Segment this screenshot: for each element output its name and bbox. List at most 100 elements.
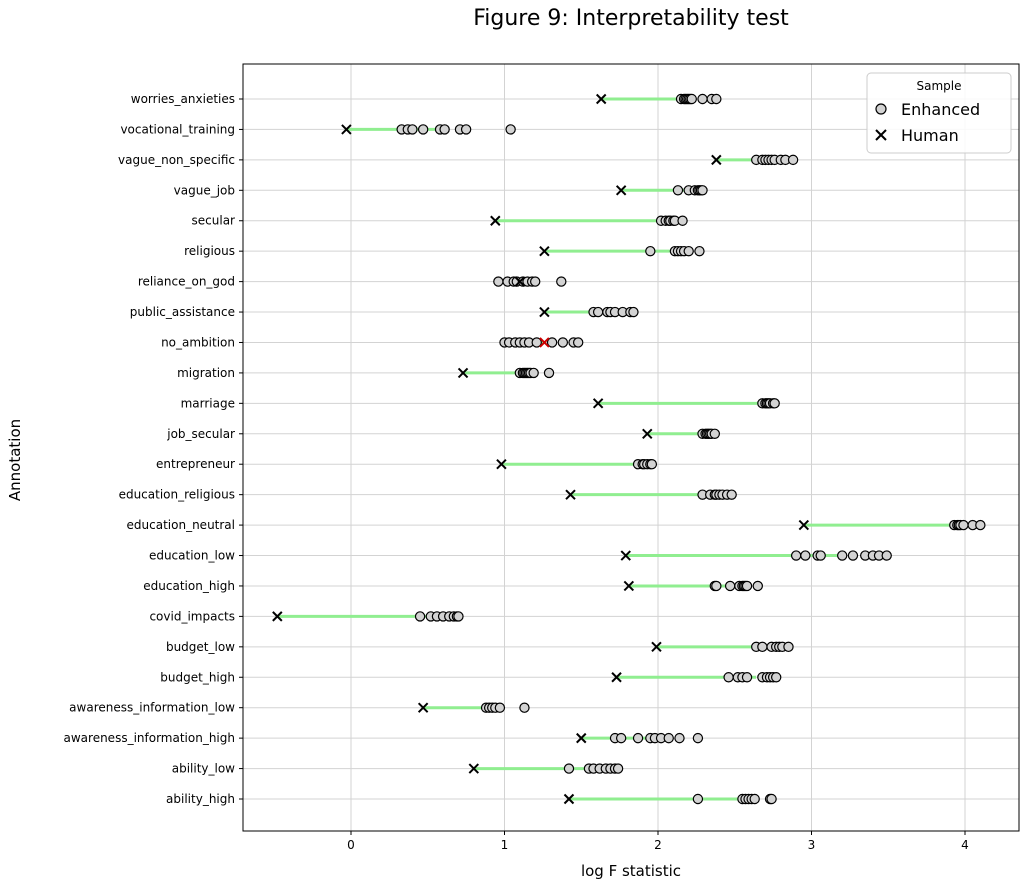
enhanced-point <box>663 732 674 744</box>
y-tick-label: vague_job <box>174 183 235 197</box>
enhanced-point <box>460 124 472 135</box>
enhanced-point <box>975 519 986 531</box>
enhanced-point <box>724 580 736 592</box>
y-tick-label: public_assistance <box>130 305 235 319</box>
y-tick-label: education_high <box>143 579 235 593</box>
enhanced-point <box>572 337 584 348</box>
enhanced-point <box>646 459 658 470</box>
enhanced-point <box>726 489 737 500</box>
y-tick-label: no_ambition <box>161 335 235 349</box>
enhanced-point <box>757 641 768 653</box>
x-tick-label: 0 <box>347 838 355 852</box>
enhanced-point <box>677 215 688 226</box>
y-tick-label: migration <box>177 366 235 380</box>
y-tick-label: education_low <box>149 549 235 563</box>
human-point <box>651 641 662 653</box>
enhanced-point <box>530 276 541 287</box>
enhanced-point <box>783 641 794 653</box>
enhanced-point <box>531 337 542 348</box>
enhanced-point <box>494 702 506 713</box>
enhanced-point <box>417 124 429 135</box>
enhanced-point <box>711 93 722 105</box>
enhanced-point <box>453 611 464 622</box>
y-tick-label: awareness_information_low <box>69 701 235 715</box>
x-axis-label: log F statistic <box>580 862 682 880</box>
enhanced-point <box>770 672 782 683</box>
human-point <box>490 215 501 226</box>
y-tick-label: education_religious <box>119 488 235 502</box>
legend-title: Sample <box>917 79 962 93</box>
enhanced-point <box>881 550 892 561</box>
human-point <box>611 672 622 683</box>
y-tick-label: secular <box>192 214 236 228</box>
enhanced-point <box>632 732 644 744</box>
enhanced-point <box>790 550 802 561</box>
enhanced-point <box>543 367 555 379</box>
enhanced-point <box>741 580 753 592</box>
enhanced-point <box>766 793 777 805</box>
enhanced-point <box>528 367 539 379</box>
human-point <box>539 337 550 348</box>
legend-human-marker <box>875 129 887 141</box>
y-tick-label: vocational_training <box>120 122 235 136</box>
y-tick-label: entrepreneur <box>156 457 235 471</box>
human-point <box>595 93 607 105</box>
enhanced-point <box>674 732 685 744</box>
y-tick-label: worries_anxieties <box>131 92 235 106</box>
human-point <box>496 459 507 470</box>
enhanced-point <box>683 245 694 257</box>
human-point <box>539 245 550 257</box>
human-point <box>592 398 604 409</box>
human-point <box>565 489 576 500</box>
y-tick-label: budget_low <box>166 640 235 654</box>
enhanced-point <box>697 93 708 105</box>
legend-human-label: Human <box>901 126 959 145</box>
enhanced-point <box>563 763 575 774</box>
y-tick-label: reliance_on_god <box>138 275 235 289</box>
plot-frame <box>242 63 1020 832</box>
enhanced-point <box>723 672 734 683</box>
human-point <box>642 428 653 439</box>
legend-enhanced-marker <box>875 103 887 115</box>
human-point <box>711 154 722 166</box>
enhanced-point <box>692 793 704 805</box>
enhanced-point <box>505 124 516 135</box>
y-tick-label: covid_impacts <box>149 609 235 623</box>
human-point <box>457 367 469 379</box>
x-tick-label: 2 <box>654 838 662 852</box>
human-point <box>341 124 352 135</box>
enhanced-point <box>958 519 969 531</box>
y-tick-label: ability_high <box>166 792 235 806</box>
enhanced-point <box>615 732 627 744</box>
y-tick-label: ability_low <box>172 762 235 776</box>
human-point <box>620 550 631 561</box>
human-point <box>468 763 480 774</box>
chart-title: Figure 9: Interpretability test <box>473 6 789 31</box>
enhanced-point <box>612 763 624 774</box>
enhanced-point <box>697 185 708 196</box>
enhanced-point <box>749 793 760 805</box>
human-point <box>514 276 526 287</box>
plot-area <box>243 64 1019 831</box>
y-tick-label: marriage <box>181 396 235 410</box>
enhanced-point <box>787 154 799 166</box>
human-point <box>563 793 575 805</box>
enhanced-point <box>628 306 639 318</box>
enhanced-point <box>556 276 567 287</box>
enhanced-point <box>769 398 780 409</box>
enhanced-point <box>711 580 722 592</box>
human-point <box>623 580 635 592</box>
enhanced-point <box>741 672 753 683</box>
y-tick-label: job_secular <box>166 427 235 441</box>
enhanced-point <box>847 550 859 561</box>
y-tick-label: religious <box>184 244 235 258</box>
enhanced-point <box>439 124 450 135</box>
enhanced-point <box>519 702 530 713</box>
y-tick-label: budget_high <box>160 670 235 684</box>
legend-box <box>866 72 1012 154</box>
human-point <box>539 306 550 318</box>
enhanced-point <box>686 93 697 105</box>
x-tick-label: 1 <box>501 838 509 852</box>
y-tick-label: vague_non_specific <box>118 153 235 167</box>
